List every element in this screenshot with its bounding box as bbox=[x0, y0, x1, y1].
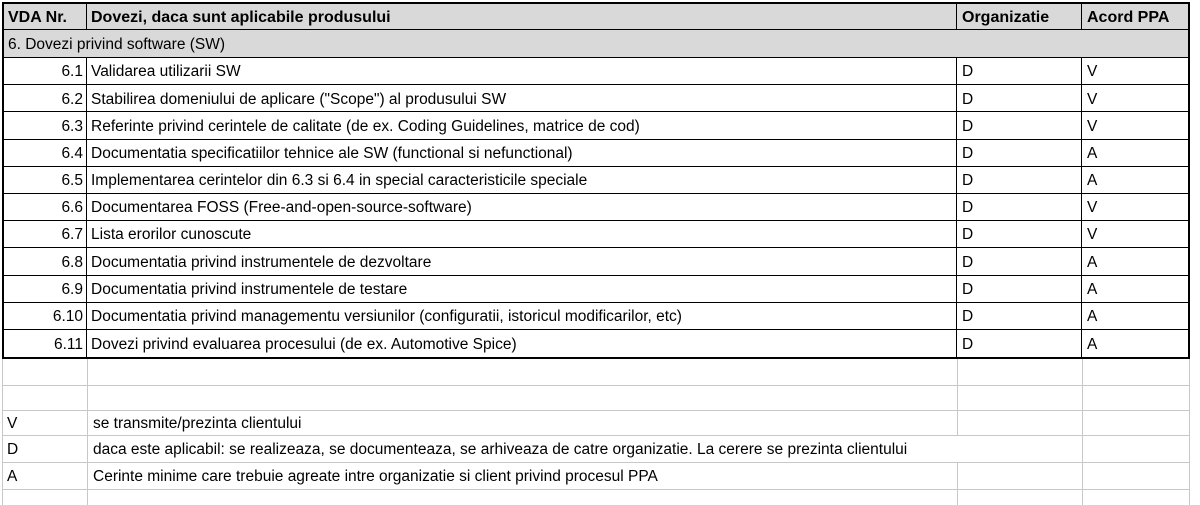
empty-row bbox=[3, 359, 1190, 386]
organizatie-value-cell: D bbox=[957, 85, 1082, 112]
table-row: 6.3 Referinte privind cerintele de calita… bbox=[4, 112, 1188, 140]
column-header-acord-ppa: Acord PPA bbox=[1087, 8, 1170, 26]
column-header-vda-nr: VDA Nr. bbox=[4, 4, 87, 29]
table-row: 6.8 Documentatia privind instrumentele de… bbox=[4, 248, 1188, 276]
table-header-row: VDA Nr. Dovezi, daca sunt aplicabile pro… bbox=[4, 4, 1188, 30]
organizatie-value-cell: D bbox=[957, 248, 1082, 275]
table-row: 6.2 Stabilirea domeniului de aplicare ("S… bbox=[4, 85, 1188, 113]
acord-ppa-value-cell: V bbox=[1087, 63, 1098, 81]
legend-code: D bbox=[3, 436, 88, 462]
row-number-cell: 6.1 bbox=[4, 58, 87, 85]
row-number-cell: 6.9 bbox=[4, 275, 87, 302]
legend-row: D daca este aplicabil: se realizeaza, se… bbox=[3, 436, 1190, 463]
acord-ppa-value-cell: A bbox=[1087, 280, 1098, 298]
legend-description: se transmite/prezinta clientului bbox=[88, 411, 958, 435]
acord-ppa-value-cell: A bbox=[1087, 253, 1098, 271]
legend-description: Cerinte minime care trebuie agreate intr… bbox=[88, 463, 958, 489]
acord-ppa-value-cell: A bbox=[1087, 308, 1098, 326]
empty-row bbox=[3, 386, 1190, 411]
row-number-cell: 6.6 bbox=[4, 193, 87, 221]
table-row: 6.9 Documentatia privind instrumentele de… bbox=[4, 275, 1188, 303]
acord-ppa-value-cell: A bbox=[1087, 172, 1098, 190]
table-body: 6.1 Validarea utilizarii SW D V 6.2 Stabilire… bbox=[4, 58, 1188, 357]
acord-ppa-value-cell: V bbox=[1087, 90, 1098, 108]
acord-ppa-value-cell: V bbox=[1087, 226, 1098, 244]
evidence-text-cell: Lista erorilor cunoscute bbox=[87, 221, 957, 248]
row-number-cell: 6.7 bbox=[4, 221, 87, 248]
row-number-cell: 6.2 bbox=[4, 85, 87, 112]
evidence-text-cell: Documentatia specificatiilor tehnice ale… bbox=[87, 139, 957, 166]
acord-ppa-value-cell: V bbox=[1087, 117, 1098, 135]
legend-row: V se transmite/prezinta clientului bbox=[3, 411, 1190, 436]
organizatie-value-cell: D bbox=[957, 139, 1082, 166]
evidence-text-cell: Dovezi privind evaluarea procesului (de … bbox=[87, 329, 957, 357]
section-title: 6. Dovezi privind software (SW) bbox=[8, 35, 226, 53]
legend-code: A bbox=[3, 463, 88, 489]
organizatie-value-cell: D bbox=[957, 275, 1082, 302]
acord-ppa-value-cell: A bbox=[1087, 144, 1098, 162]
organizatie-value-cell: D bbox=[957, 193, 1082, 221]
evidence-text-cell: Stabilirea domeniului de aplicare ("Scop… bbox=[87, 85, 957, 112]
evidence-text-cell: Documentarea FOSS (Free-and-open-source-… bbox=[87, 193, 957, 221]
row-number-cell: 6.10 bbox=[4, 302, 87, 329]
evidence-text-cell: Implementarea cerintelor din 6.3 si 6.4 … bbox=[87, 166, 957, 193]
row-number-cell: 6.8 bbox=[4, 248, 87, 275]
row-number-cell: 6.3 bbox=[4, 112, 87, 139]
evidence-text-cell: Referinte privind cerintele de calitate … bbox=[87, 112, 957, 139]
row-number-cell: 6.11 bbox=[4, 329, 87, 357]
acord-ppa-value-cell: A bbox=[1087, 335, 1098, 353]
section-header-row: 6. Dovezi privind software (SW) bbox=[4, 30, 1188, 58]
organizatie-value-cell: D bbox=[957, 302, 1082, 329]
organizatie-value-cell: D bbox=[957, 221, 1082, 248]
organizatie-value-cell: D bbox=[957, 329, 1082, 357]
column-header-dovezi: Dovezi, daca sunt aplicabile produsului bbox=[87, 4, 957, 29]
evidence-text-cell: Documentatia privind instrumentele de te… bbox=[87, 275, 957, 302]
table-row: 6.1 Validarea utilizarii SW D V bbox=[4, 58, 1188, 86]
table-row: 6.6 Documentarea FOSS (Free-and-open-sour… bbox=[4, 193, 1188, 222]
empty-row bbox=[3, 490, 1190, 505]
table-row: 6.11 Dovezi privind evaluarea procesului … bbox=[4, 329, 1188, 357]
legend-description: daca este aplicabil: se realizeaza, se d… bbox=[93, 441, 908, 459]
row-number-cell: 6.5 bbox=[4, 166, 87, 193]
evidence-text-cell: Documentatia privind managementu versiun… bbox=[87, 302, 957, 329]
row-number-cell: 6.4 bbox=[4, 139, 87, 166]
table-row: 6.5 Implementarea cerintelor din 6.3 si 6… bbox=[4, 166, 1188, 194]
legend-code: V bbox=[3, 411, 88, 435]
table-row: 6.10 Documentatia privind managementu ver… bbox=[4, 302, 1188, 330]
column-header-organizatie: Organizatie bbox=[957, 4, 1082, 29]
organizatie-value-cell: D bbox=[957, 58, 1082, 85]
legend-area: V se transmite/prezinta clientului D dac… bbox=[2, 359, 1190, 505]
vda-evidence-table: VDA Nr. Dovezi, daca sunt aplicabile pro… bbox=[2, 2, 1190, 359]
evidence-text-cell: Documentatia privind instrumentele de de… bbox=[87, 248, 957, 275]
acord-ppa-value-cell: V bbox=[1087, 199, 1098, 217]
table-row: 6.7 Lista erorilor cunoscute D V bbox=[4, 221, 1188, 249]
organizatie-value-cell: D bbox=[957, 166, 1082, 193]
table-row: 6.4 Documentatia specificatiilor tehnice … bbox=[4, 139, 1188, 167]
legend-row: A Cerinte minime care trebuie agreate in… bbox=[3, 463, 1190, 490]
evidence-text-cell: Validarea utilizarii SW bbox=[87, 58, 957, 85]
organizatie-value-cell: D bbox=[957, 112, 1082, 139]
